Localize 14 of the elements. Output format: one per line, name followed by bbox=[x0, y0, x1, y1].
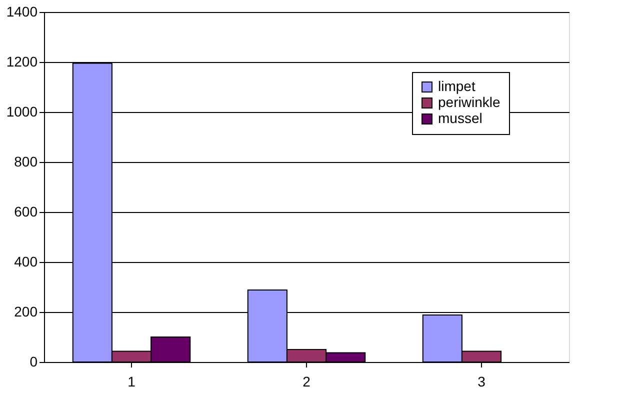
y-tick-label: 1400 bbox=[6, 4, 38, 20]
y-tick-label: 1200 bbox=[6, 54, 38, 70]
legend-label: mussel bbox=[438, 110, 482, 126]
x-tick-label: 3 bbox=[478, 374, 486, 390]
y-tick-label: 600 bbox=[14, 204, 38, 220]
legend-label: periwinkle bbox=[438, 94, 500, 110]
y-tick-label: 800 bbox=[14, 154, 38, 170]
legend-label: limpet bbox=[438, 78, 476, 94]
y-tick-label: 200 bbox=[14, 304, 38, 320]
y-tick-label: 0 bbox=[30, 354, 38, 370]
y-tick-label: 400 bbox=[14, 254, 38, 270]
y-tick-label: 1000 bbox=[6, 104, 38, 120]
x-tick-label: 1 bbox=[128, 374, 136, 390]
x-tick-label: 2 bbox=[302, 374, 311, 390]
